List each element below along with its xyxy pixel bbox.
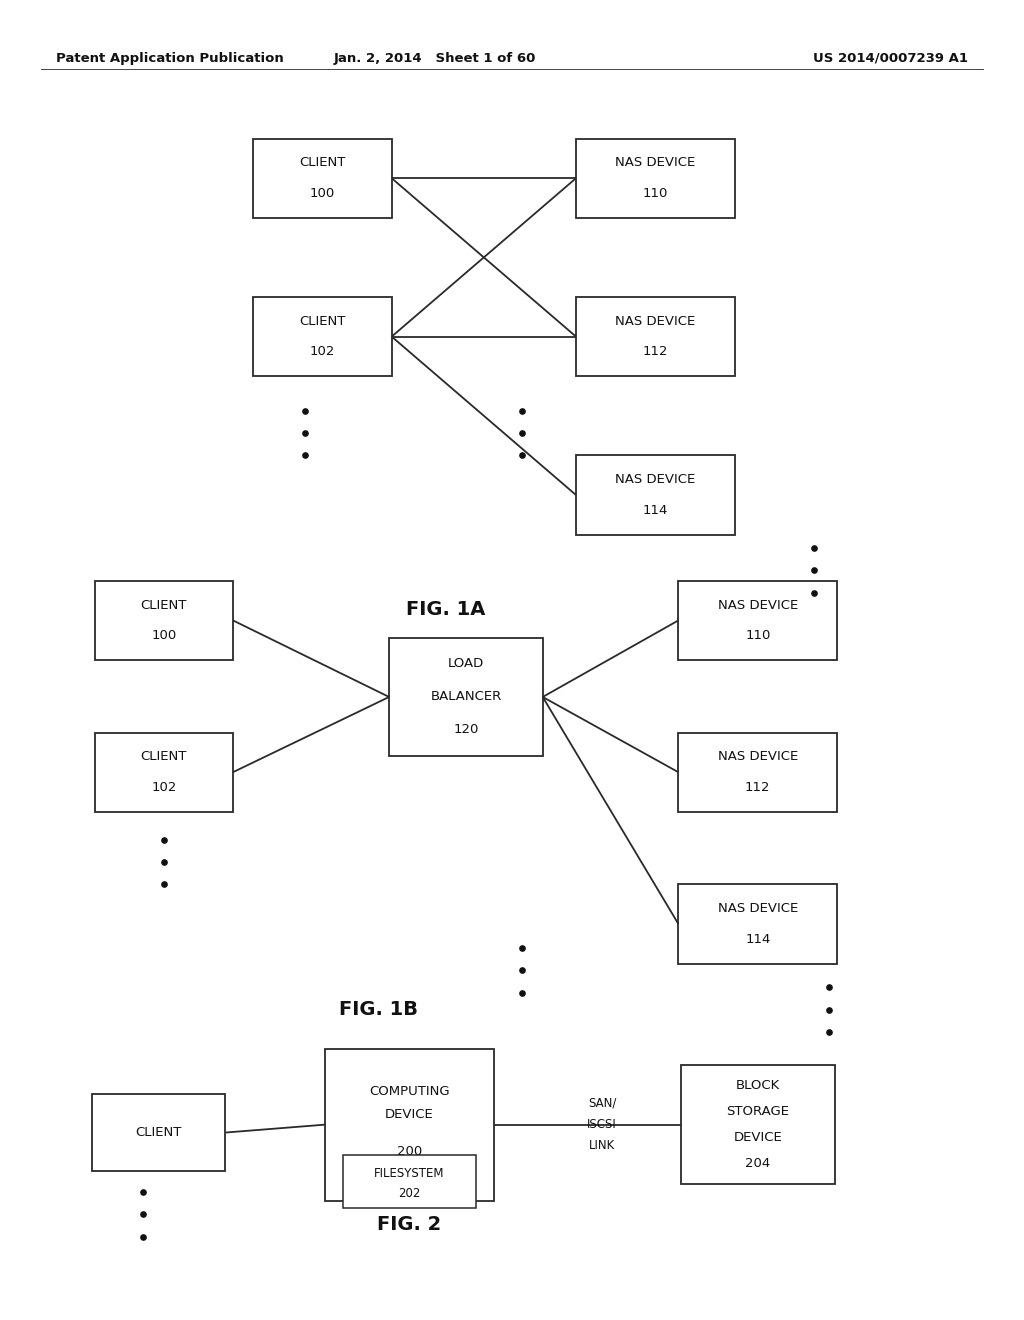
Bar [92,1094,225,1171]
Text: 204: 204 [745,1156,770,1170]
Bar [681,1065,835,1184]
Text: 200: 200 [397,1144,422,1158]
Text: 202: 202 [398,1187,421,1200]
Text: ISCSI: ISCSI [587,1118,617,1131]
Text: 102: 102 [310,346,335,358]
Text: 120: 120 [454,723,478,737]
Bar [343,1155,476,1208]
Text: 110: 110 [643,187,668,199]
Bar [575,297,735,376]
Bar [678,884,838,964]
Text: SAN/: SAN/ [588,1097,616,1110]
Text: Jan. 2, 2014   Sheet 1 of 60: Jan. 2, 2014 Sheet 1 of 60 [334,51,537,65]
Bar [94,733,233,812]
Text: BLOCK: BLOCK [735,1080,780,1093]
Bar [575,139,735,218]
Text: CLIENT: CLIENT [299,157,346,169]
Bar [678,581,838,660]
Text: 100: 100 [310,187,335,199]
Bar [94,581,233,660]
Text: CLIENT: CLIENT [140,751,187,763]
Text: NAS DEVICE: NAS DEVICE [718,903,798,915]
Text: FIG. 1B: FIG. 1B [339,1001,419,1019]
Bar [566,1086,638,1163]
Text: 114: 114 [745,933,770,945]
Text: DEVICE: DEVICE [385,1107,434,1121]
Text: STORAGE: STORAGE [726,1105,790,1118]
Bar [389,638,543,756]
Text: LINK: LINK [589,1139,615,1152]
Text: 110: 110 [745,630,770,642]
Text: CLIENT: CLIENT [135,1126,182,1139]
Text: 114: 114 [643,504,668,516]
Text: NAS DEVICE: NAS DEVICE [615,315,695,327]
Text: 102: 102 [152,781,176,793]
Bar [254,297,391,376]
Text: Patent Application Publication: Patent Application Publication [56,51,284,65]
Bar [575,455,735,535]
Bar [254,139,391,218]
Text: NAS DEVICE: NAS DEVICE [718,599,798,611]
Text: FIG. 1A: FIG. 1A [406,601,485,619]
Text: COMPUTING: COMPUTING [370,1085,450,1098]
Text: CLIENT: CLIENT [299,315,346,327]
Text: NAS DEVICE: NAS DEVICE [718,751,798,763]
Bar [326,1048,495,1201]
Text: 100: 100 [152,630,176,642]
Text: BALANCER: BALANCER [430,690,502,704]
Text: FILESYSTEM: FILESYSTEM [375,1167,444,1180]
Text: US 2014/0007239 A1: US 2014/0007239 A1 [813,51,968,65]
Text: 112: 112 [745,781,770,793]
Text: CLIENT: CLIENT [140,599,187,611]
Text: NAS DEVICE: NAS DEVICE [615,157,695,169]
Text: NAS DEVICE: NAS DEVICE [615,474,695,486]
Text: DEVICE: DEVICE [733,1131,782,1144]
Bar [678,733,838,812]
Text: LOAD: LOAD [447,657,484,671]
Text: 112: 112 [643,346,668,358]
Text: FIG. 2: FIG. 2 [378,1216,441,1234]
